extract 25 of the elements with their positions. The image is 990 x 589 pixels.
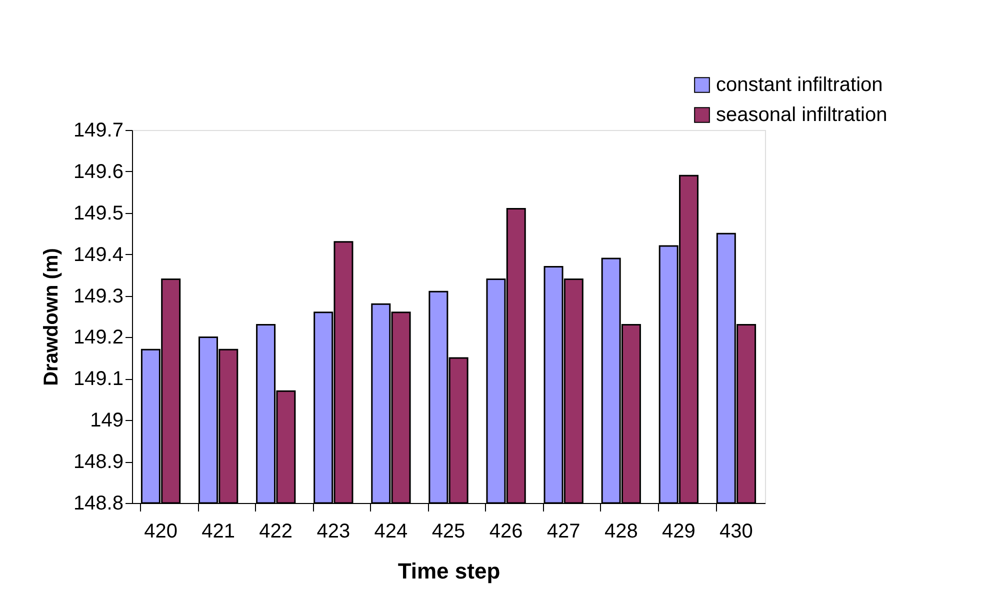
x-tick-label: 426 (489, 520, 523, 542)
y-tick-label: 149.7 (73, 120, 124, 142)
y-axis-title: Drawdown (m) (40, 248, 62, 386)
x-tick-label: 422 (259, 520, 293, 542)
x-tick-label: 429 (662, 520, 696, 542)
y-tick-label: 149.5 (73, 202, 124, 224)
y-tick-label: 149.1 (73, 368, 124, 390)
y-tick-label: 149.4 (73, 244, 124, 266)
x-axis-title: Time step (398, 558, 500, 584)
x-tick-label: 423 (316, 520, 350, 542)
x-tick-label: 427 (546, 520, 580, 542)
x-tick-label: 424 (374, 520, 408, 542)
x-tick-label: 428 (604, 520, 638, 542)
x-tick-label: 421 (202, 520, 236, 542)
x-tick-label: 425 (432, 520, 466, 542)
x-tick-label: 420 (144, 520, 178, 542)
y-tick-label: 148.8 (73, 492, 124, 514)
y-tick-label: 149 (90, 410, 124, 432)
y-tick-label: 148.9 (73, 451, 124, 474)
x-tick-label: 430 (720, 520, 753, 542)
y-tick-label: 149.6 (73, 160, 124, 183)
legend-label: seasonal infiltration (716, 104, 888, 126)
legend-label: constant infiltration (716, 74, 883, 96)
y-tick-label: 149.3 (73, 285, 124, 308)
y-tick-label: 149.2 (73, 326, 124, 349)
